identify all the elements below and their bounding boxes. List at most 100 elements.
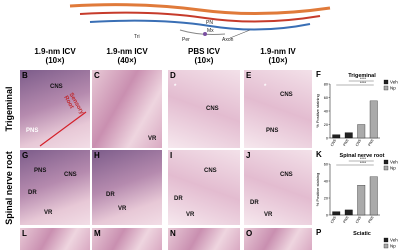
bar <box>357 124 366 139</box>
panel-letter: L <box>22 229 27 238</box>
significance-stars: **** <box>360 80 367 85</box>
tissue-label: CNS <box>50 84 63 90</box>
tissue-label: CNS <box>280 92 293 98</box>
panel-letter: I <box>170 151 173 160</box>
micrograph: N <box>168 228 240 250</box>
tissue-label: DR <box>250 200 259 206</box>
significance-stars: **** <box>360 160 367 165</box>
column-header: 1.9-nm ICV (40×) <box>89 47 165 65</box>
diagram-pointer <box>229 29 251 39</box>
tissue-label: PNS <box>26 128 39 134</box>
panel-letter: C <box>94 71 100 80</box>
tissue-label: CNS <box>206 106 219 112</box>
micrograph: O <box>244 228 312 250</box>
panel-letter: O <box>246 229 253 238</box>
micrograph: I CNS DR VR <box>168 150 240 225</box>
panel-letter: B <box>22 71 28 80</box>
tissue-label: VR <box>264 212 273 218</box>
tissue-label: * <box>174 84 177 90</box>
micrograph: J CNS DR VR <box>244 150 312 225</box>
y-tick-label: 60 <box>324 162 328 166</box>
bar <box>344 209 353 216</box>
diagram-label: PN <box>206 20 213 26</box>
diagram-nerve <box>69 3 331 16</box>
bar <box>344 132 353 139</box>
panel-letter: F <box>316 70 321 79</box>
y-axis-label: % Positive staining <box>315 94 320 128</box>
column-title: 1.9-nm ICV <box>106 47 148 56</box>
panel-letter: M <box>94 229 101 238</box>
y-tick-label: 20 <box>324 123 328 127</box>
panel-letter: G <box>22 151 29 160</box>
bar <box>357 185 366 216</box>
diagram-vessel <box>89 19 311 31</box>
tissue-label: VR <box>186 212 195 218</box>
panel-letter: J <box>246 151 251 160</box>
bar <box>369 176 378 216</box>
x-tick-label: PNS <box>367 215 374 224</box>
diagram-label: Axon <box>222 37 234 43</box>
micrograph: L <box>20 228 90 250</box>
column-header: 1.9-nm ICV (10×) <box>17 47 93 65</box>
chart-title: Sciatic <box>353 231 371 237</box>
column-magnification: (10×) <box>268 56 288 65</box>
tissue-label: DR <box>174 196 183 202</box>
bar <box>369 100 378 139</box>
nerve-diagram <box>69 3 331 39</box>
diagram-axon <box>179 29 226 35</box>
tissue-label: VR <box>118 206 127 212</box>
micrograph: H DR VR <box>92 150 162 225</box>
tissue-label: VR <box>44 210 53 216</box>
bar <box>332 211 341 216</box>
column-header: PBS ICV (10×) <box>166 47 242 65</box>
bar <box>332 134 341 139</box>
chart-title: Trigeminal <box>348 73 376 79</box>
micrograph: G PNS CNS DR VR <box>20 150 90 225</box>
diagram-cell <box>203 32 207 36</box>
legend-swatch <box>383 243 389 249</box>
tissue-label: DR <box>106 192 115 198</box>
micrograph: M <box>92 228 162 250</box>
legend-label: Veh <box>390 238 398 243</box>
column-title: 1.9-nm IV <box>260 47 296 56</box>
legend-label: Veh <box>390 160 398 165</box>
boundary-line <box>39 111 87 147</box>
y-tick-label: 0 <box>326 213 328 217</box>
y-tick-label: 0 <box>326 136 328 140</box>
significance-stars: **** <box>360 156 367 161</box>
legend-swatch <box>383 85 389 91</box>
panel-letter: N <box>170 229 176 238</box>
column-title: PBS ICV <box>187 47 220 56</box>
legend-swatch <box>383 237 389 243</box>
legend-swatch <box>383 79 389 85</box>
legend-swatch <box>383 159 389 165</box>
diagram-label: Mx <box>207 28 214 34</box>
x-tick-label: CNS <box>330 138 338 147</box>
column-magnification: (10×) <box>194 56 214 65</box>
legend-label: Np <box>390 244 396 249</box>
y-tick-label: 40 <box>324 179 328 183</box>
diagram-vessel <box>79 11 321 23</box>
micrograph: B CNS PNS Sensory Root <box>20 70 90 148</box>
tissue-label: CNS <box>64 172 77 178</box>
y-tick-label: 60 <box>324 96 328 100</box>
micrograph: D CNS * <box>168 70 240 148</box>
panel-letter: D <box>170 71 176 80</box>
diagram-label: Tri <box>134 34 140 40</box>
tissue-label: PNS <box>266 128 279 134</box>
x-tick-label: PNS <box>342 215 349 224</box>
chart-title: Spinal nerve root <box>340 153 385 159</box>
y-axis-label: % Positive staining <box>315 173 320 207</box>
y-tick-label: 80 <box>324 82 328 86</box>
tissue-label: CNS <box>204 168 217 174</box>
column-title: 1.9-nm ICV <box>34 47 76 56</box>
x-tick-label: CNS <box>355 215 363 224</box>
diagram-label: Per <box>182 37 190 43</box>
column-magnification: (10×) <box>45 56 65 65</box>
legend-label: Np <box>390 166 396 171</box>
column-magnification: (40×) <box>117 56 137 65</box>
significance-stars: **** <box>360 76 367 81</box>
tissue-label: VR <box>148 136 157 142</box>
